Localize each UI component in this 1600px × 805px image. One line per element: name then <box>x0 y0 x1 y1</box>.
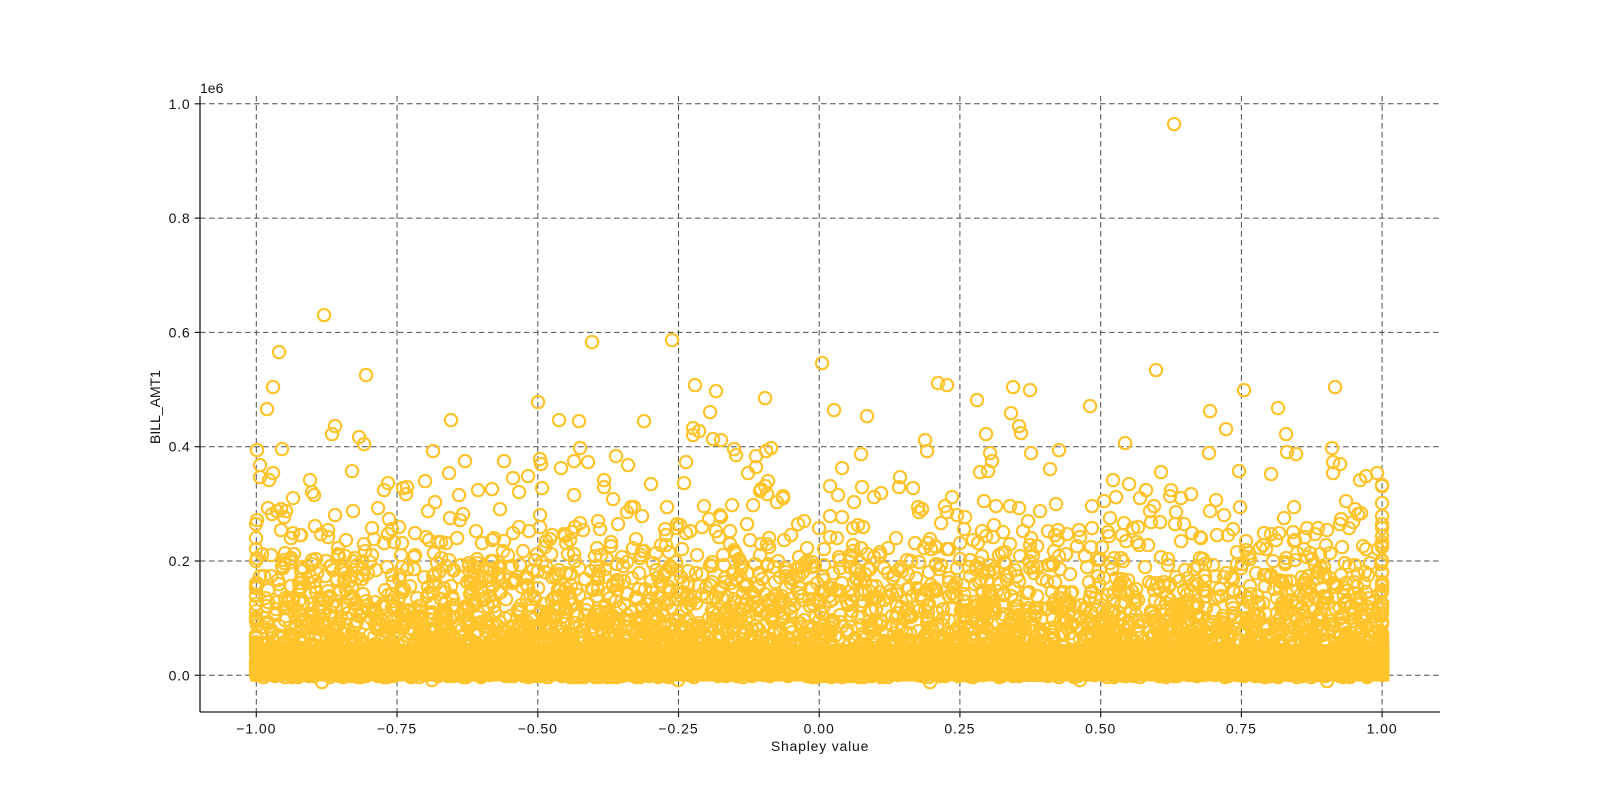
svg-text:0.75: 0.75 <box>1226 721 1257 737</box>
svg-text:1.0: 1.0 <box>169 96 191 112</box>
svg-text:0.6: 0.6 <box>169 324 191 340</box>
svg-text:−1.00: −1.00 <box>236 721 276 737</box>
svg-text:Shapley value: Shapley value <box>771 738 869 754</box>
svg-text:1.00: 1.00 <box>1367 721 1398 737</box>
svg-text:−0.25: −0.25 <box>658 721 698 737</box>
svg-text:0.25: 0.25 <box>944 721 975 737</box>
svg-text:0.8: 0.8 <box>169 210 191 226</box>
svg-text:BILL_AMT1: BILL_AMT1 <box>147 370 163 444</box>
svg-text:0.0: 0.0 <box>169 667 191 683</box>
svg-text:0.50: 0.50 <box>1085 721 1116 737</box>
svg-text:0.4: 0.4 <box>169 439 191 455</box>
svg-text:1e6: 1e6 <box>200 80 224 96</box>
svg-text:−0.75: −0.75 <box>377 721 417 737</box>
svg-text:0.00: 0.00 <box>804 721 835 737</box>
svg-text:−0.50: −0.50 <box>518 721 558 737</box>
svg-text:0.2: 0.2 <box>169 553 191 569</box>
